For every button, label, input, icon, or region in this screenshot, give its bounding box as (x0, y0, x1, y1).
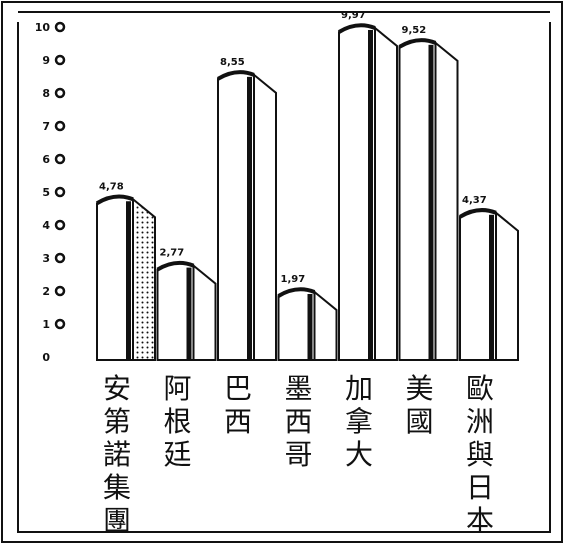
value-label: 1,97 (281, 274, 306, 285)
bar-cap (458, 208, 497, 219)
y-tick-label: 4 (42, 219, 50, 232)
category-label: 美國 (405, 372, 433, 438)
value-label: 8,55 (220, 57, 245, 68)
y-tick-label: 8 (42, 87, 50, 100)
category-label: 墨西哥 (284, 372, 312, 471)
y-tick-label: 1 (42, 318, 50, 331)
category-label: 加拿大 (345, 372, 373, 471)
bar-edge (489, 214, 494, 360)
category-label: 阿根廷 (163, 372, 191, 471)
bar-edge (368, 29, 373, 361)
value-label: 9,52 (402, 25, 427, 36)
y-tick-label: 2 (42, 285, 50, 298)
value-label: 9,97 (341, 10, 366, 21)
y-tick-label: 3 (42, 252, 50, 265)
y-tick-label: 9 (42, 54, 50, 67)
bar-group: 4,37 (458, 195, 519, 361)
bar-cap (216, 70, 255, 81)
bar-side (132, 197, 156, 361)
y-tick-label: 6 (42, 153, 50, 166)
bar-edge (186, 267, 192, 360)
bar-group: 2,77 (156, 248, 217, 361)
bar-cap (337, 23, 376, 34)
bars: 4,78 2,77 8,55 1,97 9,97 9,52 4,37 (95, 10, 519, 361)
value-label: 4,37 (462, 195, 487, 206)
bar-group: 9,52 (398, 25, 459, 361)
y-tick-marker (54, 318, 66, 330)
bar-edge (126, 201, 131, 360)
bar-side (374, 25, 398, 361)
bar-side (495, 210, 519, 361)
y-axis: 0 1 2 3 4 5 6 7 8 9 10 (35, 21, 66, 364)
y-tick-label: 0 (42, 351, 50, 364)
bar-cap (95, 194, 134, 205)
bar-cap (398, 38, 437, 49)
y-tick-marker (54, 252, 66, 264)
y-tick-marker (54, 219, 66, 231)
y-tick-label: 5 (42, 186, 50, 199)
bar-cap (156, 260, 195, 272)
y-tick-marker (54, 186, 66, 198)
bar-cap (277, 287, 316, 298)
category-label: 巴西 (224, 372, 252, 438)
y-tick-marker (54, 54, 66, 66)
bar-edge (307, 293, 313, 360)
category-labels: 安第諾集團 阿根廷 巴西 墨西哥 加拿大 美國 歐洲與日本 (103, 372, 494, 537)
y-tick-marker (54, 120, 66, 132)
bar-edge (247, 76, 252, 360)
y-tick-label: 10 (35, 21, 51, 34)
bar-side (192, 263, 217, 361)
bar-side (253, 72, 277, 361)
y-tick-marker (54, 21, 66, 33)
category-label: 歐洲與日本 (466, 372, 494, 537)
value-label: 2,77 (160, 248, 185, 259)
y-tick-marker (54, 153, 66, 165)
y-tick-label: 7 (42, 120, 50, 133)
bar-edge (428, 44, 434, 361)
y-tick-marker (54, 87, 66, 99)
category-label: 安第諾集團 (103, 372, 131, 537)
bar-group: 4,78 (95, 181, 156, 361)
bar-group: 8,55 (216, 57, 277, 361)
value-label: 4,78 (99, 181, 124, 192)
inner-frame (17, 22, 551, 533)
bar-group: 9,97 (337, 10, 398, 361)
bar-side (313, 289, 338, 361)
bar-side (434, 40, 459, 361)
y-tick-marker (54, 285, 66, 297)
bar-group: 1,97 (277, 274, 338, 361)
